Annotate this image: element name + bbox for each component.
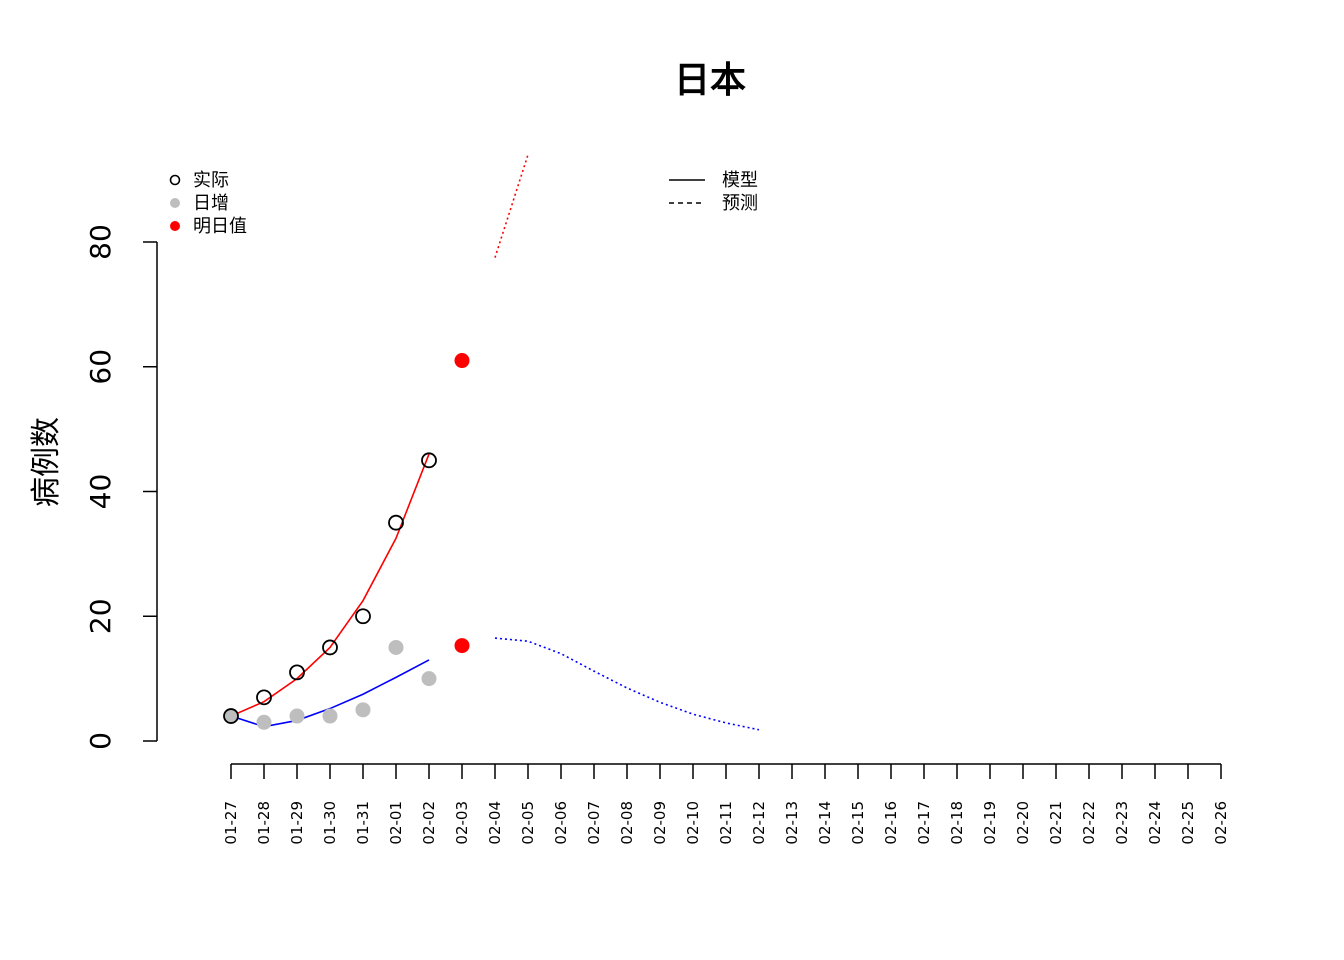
series-lines <box>230 154 760 731</box>
x-tick-label: 02-14 <box>816 801 834 845</box>
y-tick-label: 40 <box>84 474 117 510</box>
legend-label: 模型 <box>722 170 758 191</box>
x-tick-label: 02-10 <box>684 801 702 845</box>
y-tick-label: 0 <box>84 732 117 750</box>
model-line <box>230 453 430 717</box>
chart-title: 日本 <box>674 60 746 101</box>
x-tick-label: 02-17 <box>915 801 933 845</box>
actual-point <box>421 452 437 469</box>
x-tick-label: 02-07 <box>585 801 603 845</box>
legend-label: 预测 <box>722 193 758 214</box>
daily-point <box>322 708 338 724</box>
x-tick-label: 02-05 <box>519 801 537 845</box>
x-tick-label: 02-04 <box>486 801 504 845</box>
x-tick-label: 02-03 <box>453 801 471 845</box>
x-tick-label: 01-30 <box>321 801 339 845</box>
x-tick-label: 02-11 <box>717 801 735 845</box>
x-tick-label: 02-23 <box>1113 801 1131 845</box>
x-tick-label: 02-09 <box>651 801 669 845</box>
x-tick-label: 01-27 <box>222 801 240 845</box>
x-tick-label: 01-28 <box>255 801 273 845</box>
daily-point <box>421 671 437 687</box>
forecast-line <box>494 637 760 731</box>
x-tick-label: 02-24 <box>1146 801 1164 845</box>
actual-point <box>322 639 338 656</box>
daily-point <box>388 639 404 655</box>
tomorrow-point <box>454 353 470 369</box>
x-tick-label: 02-22 <box>1080 801 1098 845</box>
actual-point <box>256 689 272 706</box>
x-tick-label: 02-25 <box>1179 801 1197 845</box>
legend-label: 明日值 <box>193 216 247 237</box>
daily-point <box>256 714 272 730</box>
x-tick-label: 02-19 <box>981 801 999 845</box>
y-axis: 0 20 40 60 80 <box>84 224 158 750</box>
actual-point <box>355 608 371 625</box>
x-tick-label: 02-21 <box>1047 801 1065 845</box>
x-axis: 01-27 01-28 01-29 01-30 01-31 02-01 02-02 02-03… <box>222 763 1230 845</box>
x-tick-label: 02-18 <box>948 801 966 845</box>
x-tick-label: 02-01 <box>387 801 405 845</box>
x-tick-label: 02-13 <box>783 801 801 845</box>
actual-point <box>388 514 404 531</box>
x-tick-label: 02-06 <box>552 801 570 845</box>
series-points <box>223 353 470 730</box>
legend-marker <box>170 198 180 208</box>
actual-point <box>223 708 239 724</box>
tomorrow-point <box>454 638 470 654</box>
daily-point <box>223 708 239 724</box>
legend-label: 日增 <box>193 193 229 214</box>
daily-point <box>289 708 305 724</box>
legend-marker <box>169 174 181 186</box>
x-tick-label: 01-31 <box>354 801 372 845</box>
actual-point <box>289 664 305 681</box>
legend-label: 实际 <box>193 170 229 191</box>
daily-point <box>355 702 371 718</box>
x-tick-label: 02-08 <box>618 801 636 845</box>
x-tick-label: 02-15 <box>849 801 867 845</box>
x-tick-label: 02-02 <box>420 801 438 845</box>
forecast-line <box>494 154 529 258</box>
y-axis-label: 病例数 <box>29 417 64 507</box>
y-tick-label: 60 <box>84 349 117 385</box>
x-tick-label: 01-29 <box>288 801 306 845</box>
x-tick-label: 02-12 <box>750 801 768 845</box>
legend-marker <box>170 221 180 231</box>
x-tick-label: 02-26 <box>1212 801 1230 845</box>
y-tick-label: 20 <box>84 598 117 634</box>
y-tick-label: 80 <box>84 224 117 260</box>
x-tick-label: 02-20 <box>1014 801 1032 845</box>
x-tick-label: 02-16 <box>882 801 900 845</box>
